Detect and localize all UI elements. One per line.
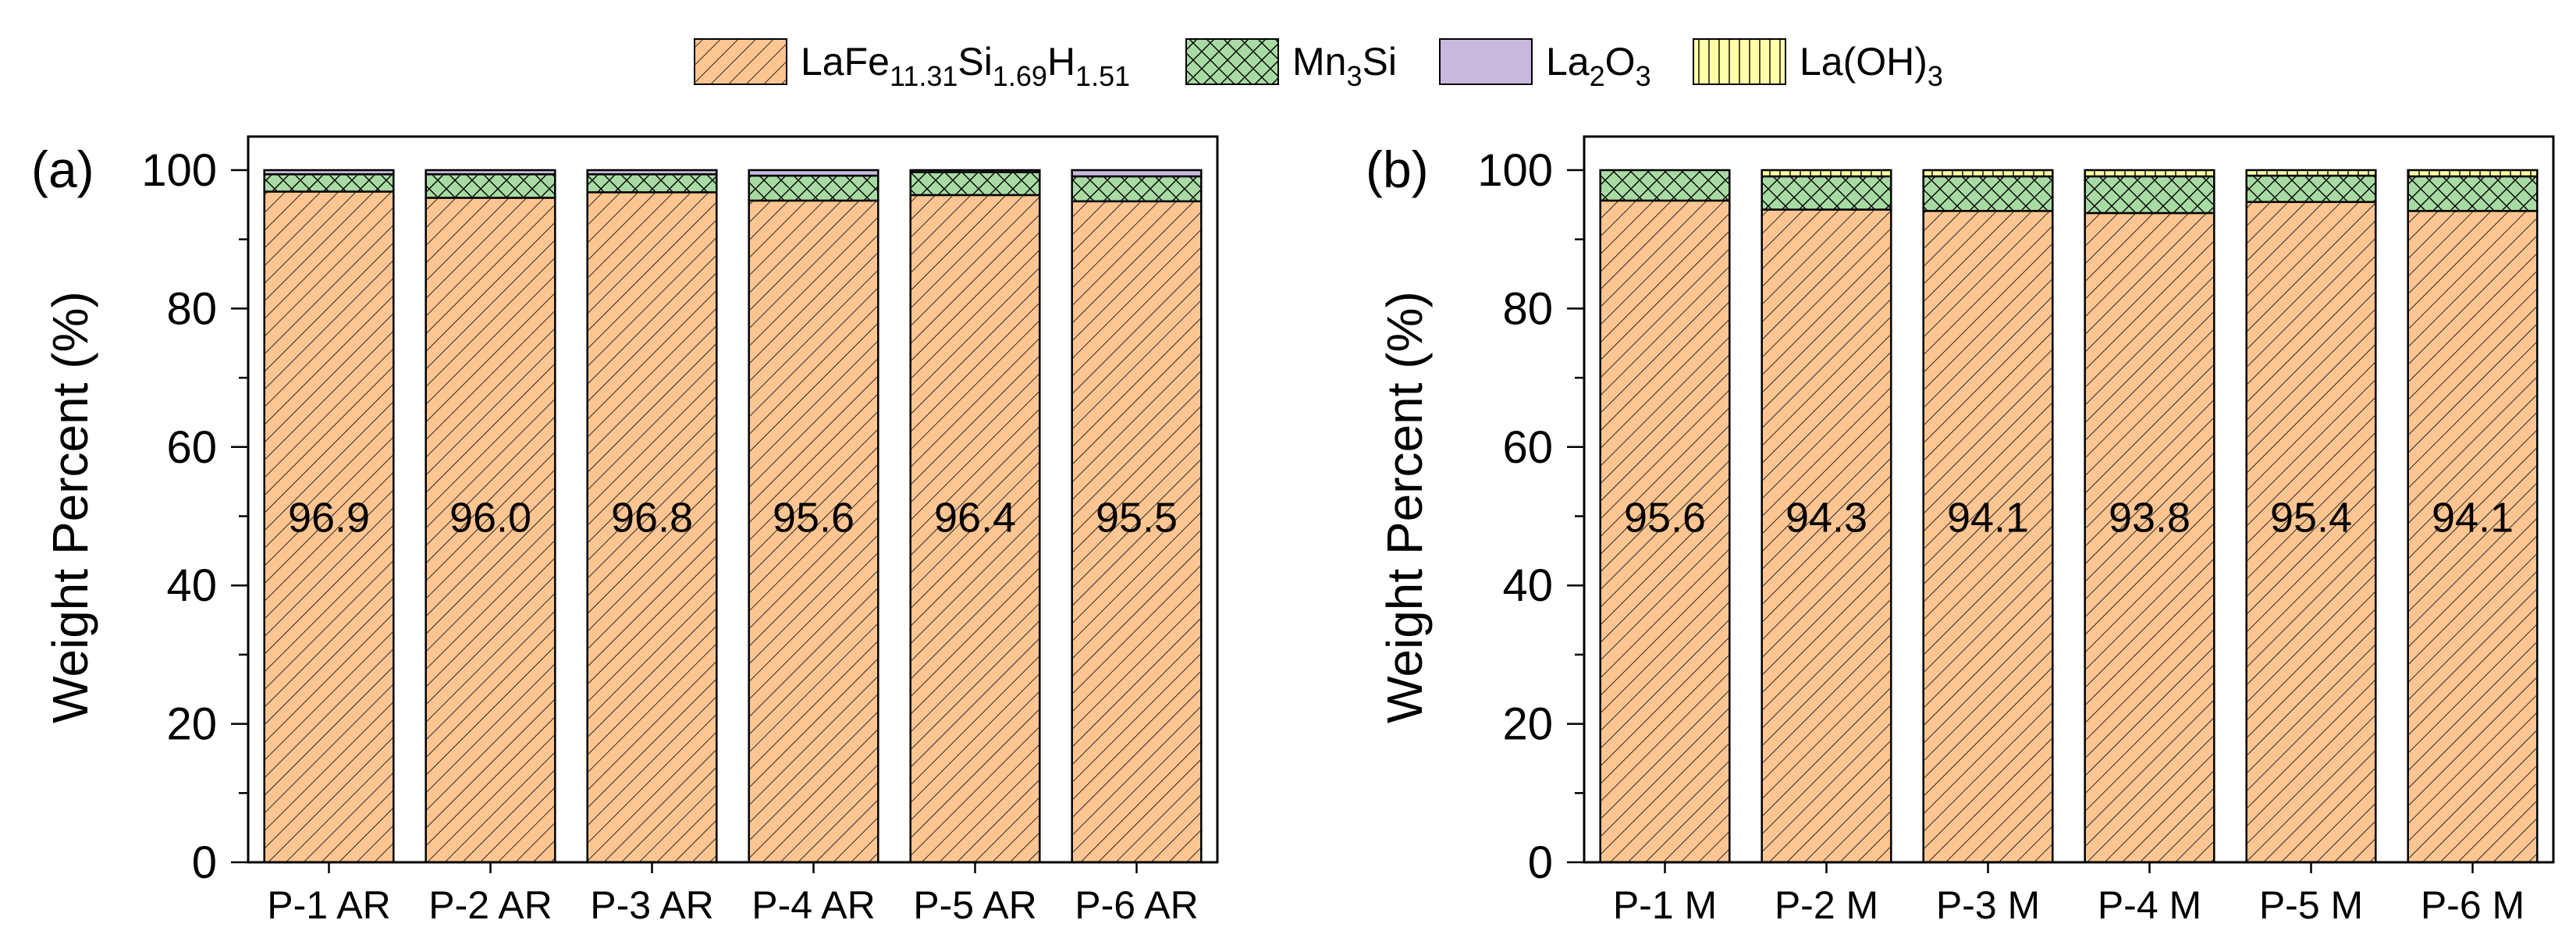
bar-p-1-m-mn3si <box>1599 169 1731 202</box>
x-tick-label-p-2-m: P-2 M <box>1775 883 1878 927</box>
bar-p-2-ar-mn3si <box>425 173 556 199</box>
bar-p-6-m-mn3si <box>2407 175 2539 212</box>
bar-p-5-ar-lafe11-31si1-69h1-51 <box>909 194 1041 864</box>
data-label-p-1-ar: 96.9 <box>288 495 370 542</box>
bar-p-5-m-mn3si <box>2245 174 2377 204</box>
y-tick-label-100: 100 <box>1477 145 1553 196</box>
bar-p-5-ar-la2o3 <box>909 169 1041 173</box>
bar-p-3-m-lafe11-31si1-69h1-51 <box>1922 210 2054 864</box>
x-tick-label-p-4-m: P-4 M <box>2098 883 2201 927</box>
bar-p-3-ar-la2o3 <box>586 169 718 176</box>
legend-label-lafe11-31si1-69h1-51: LaFe11.31Si1.69H1.51 <box>801 40 1130 92</box>
data-label-p-2-ar: 96.0 <box>449 495 531 542</box>
bar-p-2-m-mn3si <box>1761 175 1892 211</box>
legend: LaFe11.31Si1.69H1.51 Mn3Si La2O3 La(OH)3 <box>694 38 1943 92</box>
x-tick-label-p-6-ar: P-6 AR <box>1075 883 1198 927</box>
x-tick-label-p-5-m: P-5 M <box>2259 883 2363 927</box>
data-label-p-3-ar: 96.8 <box>611 495 693 542</box>
data-label-p-4-ar: 95.6 <box>773 495 855 542</box>
x-tick-label-p-2-ar: P-2 AR <box>428 883 552 927</box>
bar-p-3-m-mn3si <box>1922 175 2054 212</box>
y-tick-label-100: 100 <box>141 145 217 196</box>
legend-item-la2o3: La2O3 <box>1439 38 1651 92</box>
y-tick-label-60: 60 <box>166 422 217 473</box>
plot-frame <box>1583 135 2555 864</box>
x-tick-label-p-6-m: P-6 M <box>2421 883 2524 927</box>
bar-p-6-ar-lafe11-31si1-69h1-51 <box>1071 200 1203 864</box>
bar-p-2-ar-lafe11-31si1-69h1-51 <box>425 197 556 864</box>
legend-item-mn3si: Mn3Si <box>1185 38 1397 92</box>
y-tick-label-40: 40 <box>166 560 217 611</box>
data-label-p-6-m: 94.1 <box>2432 495 2514 542</box>
data-label-p-5-m: 95.4 <box>2270 495 2352 542</box>
legend-item-la-oh-3: La(OH)3 <box>1693 38 1943 92</box>
y-tick-label-20: 20 <box>166 699 217 750</box>
legend-label-la-oh-3: La(OH)3 <box>1800 40 1943 92</box>
bar-p-6-ar-mn3si <box>1071 175 1203 203</box>
bar-p-2-m-la-oh-3 <box>1761 169 1892 178</box>
data-label-p-4-m: 93.8 <box>2109 495 2190 542</box>
panel-a: (a) Weight Percent (%) 96.9 P-1 AR 96.0 P-2 A… <box>31 135 1219 927</box>
bars <box>1599 169 2539 864</box>
data-label-p-2-m: 94.3 <box>1785 495 1867 542</box>
y-tick-label-60: 60 <box>1502 422 1553 473</box>
legend-swatch-la-oh-3 <box>1693 38 1786 85</box>
bar-p-5-m-lafe11-31si1-69h1-51 <box>2245 201 2377 864</box>
x-tick-label-p-3-m: P-3 M <box>1936 883 2040 927</box>
y-ticks <box>231 169 248 864</box>
x-tick-label-p-1-m: P-1 M <box>1613 883 1717 927</box>
data-label-p-6-ar: 95.5 <box>1096 495 1178 542</box>
x-tick-label-p-5-ar: P-5 AR <box>913 883 1036 927</box>
bar-p-4-ar-la2o3 <box>748 169 879 177</box>
bar-p-6-m-la-oh-3 <box>2407 169 2539 178</box>
data-label-p-1-m: 95.6 <box>1624 495 1706 542</box>
bar-p-4-ar-lafe11-31si1-69h1-51 <box>748 199 879 864</box>
bar-p-4-m-mn3si <box>2084 175 2215 215</box>
bar-p-4-m-lafe11-31si1-69h1-51 <box>2084 211 2215 864</box>
legend-label-la2o3: La2O3 <box>1546 40 1651 92</box>
bar-p-2-m-lafe11-31si1-69h1-51 <box>1761 208 1892 864</box>
legend-swatch-mn3si <box>1185 38 1279 85</box>
legend-swatch-la2o3 <box>1439 38 1533 85</box>
panel-b: (b) Weight Percent (%) 95.6 P-1 M 94.3 P-2 M 9… <box>1366 135 2555 927</box>
bars <box>263 169 1203 864</box>
x-tick-label-p-4-ar: P-4 AR <box>751 883 875 927</box>
y-axis-label: Weight Percent (%) <box>42 291 98 723</box>
y-axis-label: Weight Percent (%) <box>1377 291 1433 723</box>
x-tick-label-p-3-ar: P-3 AR <box>590 883 713 927</box>
data-label-p-3-m: 94.1 <box>1947 495 2029 542</box>
legend-label-mn3si: Mn3Si <box>1292 40 1397 92</box>
y-tick-label-20: 20 <box>1502 699 1553 750</box>
x-tick-label-p-1-ar: P-1 AR <box>267 883 390 927</box>
panel-label: (b) <box>1366 140 1429 198</box>
data-label-p-5-ar: 96.4 <box>934 495 1016 542</box>
bar-p-4-ar-mn3si <box>748 174 879 202</box>
bar-p-5-m-la-oh-3 <box>2245 169 2377 177</box>
bar-p-6-ar-la2o3 <box>1071 169 1203 178</box>
y-tick-label-0: 0 <box>1528 837 1553 888</box>
y-ticks <box>1567 169 1584 864</box>
bar-p-1-ar-mn3si <box>263 173 395 193</box>
legend-item-lafe11-31si1-69h1-51: LaFe11.31Si1.69H1.51 <box>694 38 1130 92</box>
bar-p-3-m-la-oh-3 <box>1922 169 2054 178</box>
bar-p-4-m-la-oh-3 <box>2084 169 2215 178</box>
y-tick-label-80: 80 <box>166 283 217 334</box>
y-tick-label-80: 80 <box>1502 283 1553 334</box>
bar-p-1-ar-lafe11-31si1-69h1-51 <box>263 190 395 864</box>
y-tick-label-40: 40 <box>1502 560 1553 611</box>
bar-p-1-ar-la2o3 <box>263 169 395 176</box>
legend-swatch-lafe11-31si1-69h1-51 <box>694 38 787 85</box>
bar-p-5-ar-mn3si <box>909 171 1041 197</box>
bar-p-3-ar-mn3si <box>586 173 718 194</box>
y-tick-label-0: 0 <box>192 837 217 888</box>
bar-p-1-m-lafe11-31si1-69h1-51 <box>1599 199 1731 864</box>
plot-frame <box>247 135 1219 864</box>
panel-label: (a) <box>31 140 94 198</box>
bar-p-2-ar-la2o3 <box>425 169 556 176</box>
